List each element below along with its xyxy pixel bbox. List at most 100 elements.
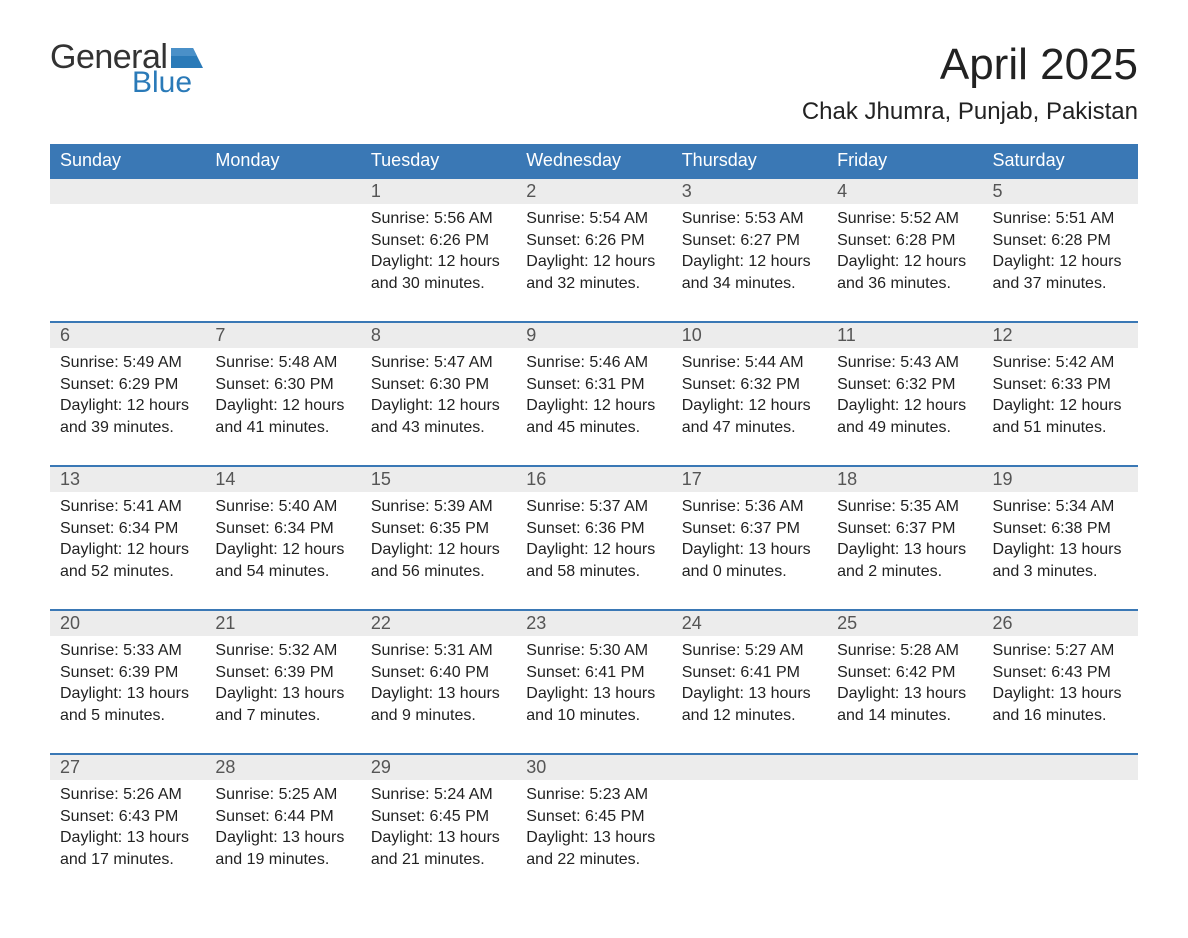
brand-blue-text: Blue <box>132 68 203 98</box>
sunrise-text: Sunrise: 5:26 AM <box>60 784 195 806</box>
day-cell: Sunrise: 5:54 AMSunset: 6:26 PMDaylight:… <box>516 204 671 322</box>
sunset-text: Sunset: 6:30 PM <box>215 374 350 396</box>
sunset-text: Sunset: 6:32 PM <box>837 374 972 396</box>
daylight-text: Daylight: 13 hours and 3 minutes. <box>993 539 1128 582</box>
day-number: 2 <box>516 178 671 204</box>
day-number: 24 <box>672 610 827 636</box>
sunrise-text: Sunrise: 5:41 AM <box>60 496 195 518</box>
day-number-row: 27282930 <box>50 754 1138 780</box>
location-text: Chak Jhumra, Punjab, Pakistan <box>802 98 1138 126</box>
daylight-text: Daylight: 13 hours and 17 minutes. <box>60 827 195 870</box>
day-number: 16 <box>516 466 671 492</box>
sunrise-text: Sunrise: 5:29 AM <box>682 640 817 662</box>
day-cell: Sunrise: 5:24 AMSunset: 6:45 PMDaylight:… <box>361 780 516 898</box>
day-number: 8 <box>361 322 516 348</box>
daylight-text: Daylight: 12 hours and 45 minutes. <box>526 395 661 438</box>
sunset-text: Sunset: 6:41 PM <box>526 662 661 684</box>
day-cell: Sunrise: 5:42 AMSunset: 6:33 PMDaylight:… <box>983 348 1138 466</box>
weekday-header: Saturday <box>983 144 1138 178</box>
sunrise-text: Sunrise: 5:33 AM <box>60 640 195 662</box>
day-cell: Sunrise: 5:26 AMSunset: 6:43 PMDaylight:… <box>50 780 205 898</box>
day-number <box>50 178 205 204</box>
sunrise-text: Sunrise: 5:54 AM <box>526 208 661 230</box>
daylight-text: Daylight: 12 hours and 58 minutes. <box>526 539 661 582</box>
weekday-header: Tuesday <box>361 144 516 178</box>
sunrise-text: Sunrise: 5:44 AM <box>682 352 817 374</box>
daylight-text: Daylight: 13 hours and 16 minutes. <box>993 683 1128 726</box>
day-number: 9 <box>516 322 671 348</box>
sunset-text: Sunset: 6:32 PM <box>682 374 817 396</box>
day-cell: Sunrise: 5:37 AMSunset: 6:36 PMDaylight:… <box>516 492 671 610</box>
day-number: 21 <box>205 610 360 636</box>
daylight-text: Daylight: 12 hours and 36 minutes. <box>837 251 972 294</box>
sunrise-text: Sunrise: 5:49 AM <box>60 352 195 374</box>
sunrise-text: Sunrise: 5:40 AM <box>215 496 350 518</box>
day-cell: Sunrise: 5:36 AMSunset: 6:37 PMDaylight:… <box>672 492 827 610</box>
sunrise-text: Sunrise: 5:48 AM <box>215 352 350 374</box>
sunset-text: Sunset: 6:28 PM <box>837 230 972 252</box>
day-number <box>827 754 982 780</box>
day-number: 30 <box>516 754 671 780</box>
day-cell: Sunrise: 5:29 AMSunset: 6:41 PMDaylight:… <box>672 636 827 754</box>
sunrise-text: Sunrise: 5:30 AM <box>526 640 661 662</box>
sunset-text: Sunset: 6:41 PM <box>682 662 817 684</box>
day-number: 12 <box>983 322 1138 348</box>
day-number: 23 <box>516 610 671 636</box>
weekday-header: Wednesday <box>516 144 671 178</box>
sunrise-text: Sunrise: 5:42 AM <box>993 352 1128 374</box>
sunset-text: Sunset: 6:36 PM <box>526 518 661 540</box>
sunset-text: Sunset: 6:38 PM <box>993 518 1128 540</box>
day-cell <box>983 780 1138 898</box>
day-cell: Sunrise: 5:23 AMSunset: 6:45 PMDaylight:… <box>516 780 671 898</box>
sunrise-text: Sunrise: 5:31 AM <box>371 640 506 662</box>
day-cell <box>50 204 205 322</box>
daylight-text: Daylight: 13 hours and 9 minutes. <box>371 683 506 726</box>
month-title: April 2025 <box>802 40 1138 90</box>
daylight-text: Daylight: 12 hours and 52 minutes. <box>60 539 195 582</box>
day-number: 19 <box>983 466 1138 492</box>
day-number: 26 <box>983 610 1138 636</box>
sunrise-text: Sunrise: 5:35 AM <box>837 496 972 518</box>
sunset-text: Sunset: 6:37 PM <box>837 518 972 540</box>
daylight-text: Daylight: 13 hours and 7 minutes. <box>215 683 350 726</box>
sunrise-text: Sunrise: 5:47 AM <box>371 352 506 374</box>
sunset-text: Sunset: 6:43 PM <box>993 662 1128 684</box>
daylight-text: Daylight: 12 hours and 39 minutes. <box>60 395 195 438</box>
day-cell: Sunrise: 5:44 AMSunset: 6:32 PMDaylight:… <box>672 348 827 466</box>
sunset-text: Sunset: 6:39 PM <box>215 662 350 684</box>
sunrise-text: Sunrise: 5:36 AM <box>682 496 817 518</box>
sunset-text: Sunset: 6:40 PM <box>371 662 506 684</box>
day-number: 15 <box>361 466 516 492</box>
day-number <box>983 754 1138 780</box>
day-cell: Sunrise: 5:51 AMSunset: 6:28 PMDaylight:… <box>983 204 1138 322</box>
day-content-row: Sunrise: 5:49 AMSunset: 6:29 PMDaylight:… <box>50 348 1138 466</box>
day-number: 6 <box>50 322 205 348</box>
day-cell: Sunrise: 5:43 AMSunset: 6:32 PMDaylight:… <box>827 348 982 466</box>
daylight-text: Daylight: 12 hours and 47 minutes. <box>682 395 817 438</box>
day-number-row: 20212223242526 <box>50 610 1138 636</box>
daylight-text: Daylight: 12 hours and 34 minutes. <box>682 251 817 294</box>
sunrise-text: Sunrise: 5:39 AM <box>371 496 506 518</box>
weekday-header: Thursday <box>672 144 827 178</box>
sunset-text: Sunset: 6:28 PM <box>993 230 1128 252</box>
day-cell: Sunrise: 5:41 AMSunset: 6:34 PMDaylight:… <box>50 492 205 610</box>
sunrise-text: Sunrise: 5:37 AM <box>526 496 661 518</box>
sunset-text: Sunset: 6:42 PM <box>837 662 972 684</box>
sunset-text: Sunset: 6:45 PM <box>371 806 506 828</box>
day-cell <box>672 780 827 898</box>
daylight-text: Daylight: 12 hours and 51 minutes. <box>993 395 1128 438</box>
sunset-text: Sunset: 6:39 PM <box>60 662 195 684</box>
day-number: 17 <box>672 466 827 492</box>
day-cell: Sunrise: 5:35 AMSunset: 6:37 PMDaylight:… <box>827 492 982 610</box>
daylight-text: Daylight: 13 hours and 22 minutes. <box>526 827 661 870</box>
day-cell: Sunrise: 5:48 AMSunset: 6:30 PMDaylight:… <box>205 348 360 466</box>
daylight-text: Daylight: 12 hours and 30 minutes. <box>371 251 506 294</box>
weekday-header: Monday <box>205 144 360 178</box>
day-cell: Sunrise: 5:34 AMSunset: 6:38 PMDaylight:… <box>983 492 1138 610</box>
weekday-header-row: Sunday Monday Tuesday Wednesday Thursday… <box>50 144 1138 178</box>
day-number: 18 <box>827 466 982 492</box>
sunrise-text: Sunrise: 5:43 AM <box>837 352 972 374</box>
day-cell: Sunrise: 5:27 AMSunset: 6:43 PMDaylight:… <box>983 636 1138 754</box>
sunrise-text: Sunrise: 5:28 AM <box>837 640 972 662</box>
sunset-text: Sunset: 6:44 PM <box>215 806 350 828</box>
